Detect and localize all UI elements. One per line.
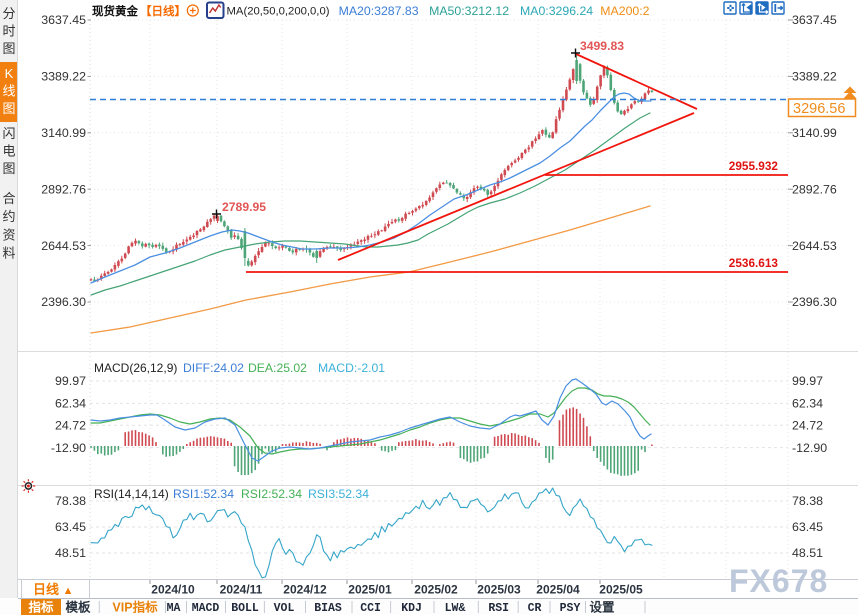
svg-text:62.34: 62.34 — [55, 397, 86, 411]
svg-text:CR: CR — [528, 602, 542, 615]
svg-text:CCI: CCI — [360, 602, 381, 615]
svg-text:VIP指标: VIP指标 — [112, 600, 158, 615]
svg-text:2892.76: 2892.76 — [41, 182, 86, 196]
svg-text:K: K — [5, 66, 14, 81]
svg-text:2025/05: 2025/05 — [599, 583, 643, 597]
svg-text:RSI: RSI — [488, 602, 509, 615]
svg-text:3389.22: 3389.22 — [792, 70, 837, 84]
svg-text:模板: 模板 — [65, 600, 91, 615]
svg-text:2789.95: 2789.95 — [222, 200, 266, 214]
svg-text:LW&: LW& — [445, 602, 466, 615]
svg-text:78.38: 78.38 — [792, 494, 823, 508]
svg-text:MA0:3296.24: MA0:3296.24 — [520, 4, 593, 18]
svg-text:RSI1:52.34: RSI1:52.34 — [173, 487, 234, 501]
svg-text:99.97: 99.97 — [792, 374, 823, 388]
svg-text:图: 图 — [2, 101, 15, 116]
svg-text:设置: 设置 — [589, 600, 615, 615]
svg-text:2396.30: 2396.30 — [792, 295, 837, 309]
svg-text:2024/12: 2024/12 — [283, 583, 327, 597]
svg-text:分: 分 — [2, 6, 15, 21]
svg-text:48.51: 48.51 — [55, 546, 86, 560]
svg-text:2892.76: 2892.76 — [792, 182, 837, 196]
svg-text:2955.932: 2955.932 — [729, 159, 779, 173]
svg-text:线: 线 — [2, 84, 15, 99]
svg-text:2024/11: 2024/11 — [220, 583, 263, 597]
svg-text:2025/04: 2025/04 — [536, 583, 580, 597]
svg-text:约: 约 — [2, 209, 15, 224]
svg-text:时: 时 — [2, 24, 15, 39]
svg-text:DEA:25.02: DEA:25.02 — [248, 361, 307, 375]
svg-text:MACD(26,12,9): MACD(26,12,9) — [94, 361, 177, 375]
svg-text:料: 料 — [2, 246, 15, 261]
svg-text:MA: MA — [167, 602, 181, 615]
svg-text:3637.45: 3637.45 — [792, 13, 837, 27]
svg-text:3140.99: 3140.99 — [792, 126, 837, 140]
svg-text:2025/02: 2025/02 — [414, 583, 458, 597]
svg-text:MA20:3287.83: MA20:3287.83 — [339, 4, 419, 18]
svg-text:DIFF:24.02: DIFF:24.02 — [183, 361, 244, 375]
svg-text:MA200:2: MA200:2 — [600, 4, 649, 18]
svg-text:3499.83: 3499.83 — [580, 39, 624, 53]
svg-text:48.51: 48.51 — [792, 546, 823, 560]
svg-text:RSI2:52.34: RSI2:52.34 — [241, 487, 302, 501]
svg-text:63.45: 63.45 — [792, 520, 823, 534]
svg-text:3389.22: 3389.22 — [41, 70, 86, 84]
svg-text:2644.53: 2644.53 — [41, 239, 86, 253]
svg-text:指标: 指标 — [28, 600, 54, 615]
svg-text:现货黄金: 现货黄金 — [92, 4, 138, 18]
svg-text:MACD: MACD — [192, 602, 220, 615]
svg-text:62.34: 62.34 — [792, 397, 823, 411]
svg-text:RSI(14,14,14): RSI(14,14,14) — [94, 487, 169, 501]
svg-text:-12.90: -12.90 — [51, 441, 86, 455]
svg-text:图: 图 — [2, 41, 15, 56]
svg-text:【日线】: 【日线】 — [140, 4, 186, 18]
svg-text:78.38: 78.38 — [55, 494, 86, 508]
svg-text:24.72: 24.72 — [792, 419, 823, 433]
svg-text:63.45: 63.45 — [55, 520, 86, 534]
svg-text:VOL: VOL — [274, 602, 295, 615]
svg-text:资: 资 — [2, 227, 15, 242]
svg-text:3140.99: 3140.99 — [41, 126, 86, 140]
svg-text:2396.30: 2396.30 — [41, 295, 86, 309]
svg-text:PSY: PSY — [560, 602, 581, 615]
svg-text:99.97: 99.97 — [55, 374, 86, 388]
svg-text:2024/10: 2024/10 — [151, 583, 195, 597]
svg-text:2644.53: 2644.53 — [792, 239, 837, 253]
svg-text:合: 合 — [2, 191, 15, 206]
svg-text:2025/03: 2025/03 — [477, 583, 521, 597]
svg-text:图: 图 — [2, 161, 15, 176]
svg-text:FX678: FX678 — [729, 563, 828, 599]
svg-text:RSI3:52.34: RSI3:52.34 — [308, 487, 369, 501]
svg-text:MACD:-2.01: MACD:-2.01 — [318, 361, 385, 375]
svg-text:3296.56: 3296.56 — [793, 101, 845, 117]
svg-text:2025/01: 2025/01 — [348, 583, 392, 597]
svg-text:KDJ: KDJ — [401, 602, 422, 615]
svg-text:电: 电 — [2, 144, 15, 159]
svg-text:3637.45: 3637.45 — [41, 13, 86, 27]
svg-text:MA(20,50,0,200,0,0): MA(20,50,0,200,0,0) — [227, 5, 330, 17]
svg-text:BIAS: BIAS — [314, 602, 342, 615]
svg-text:日线 ▲: 日线 ▲ — [33, 582, 74, 597]
svg-text:MA50:3212.12: MA50:3212.12 — [429, 4, 509, 18]
svg-text:BOLL: BOLL — [231, 602, 259, 615]
svg-text:-12.90: -12.90 — [792, 441, 827, 455]
svg-text:24.72: 24.72 — [55, 419, 86, 433]
svg-text:闪: 闪 — [2, 126, 15, 141]
svg-text:2536.613: 2536.613 — [729, 256, 779, 270]
